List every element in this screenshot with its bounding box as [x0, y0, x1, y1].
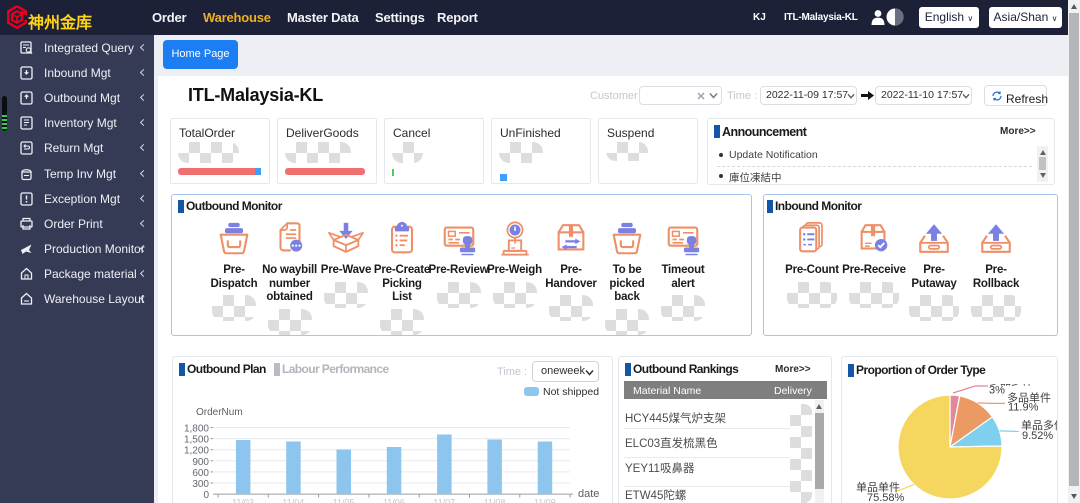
svg-text:75.58%: 75.58%: [867, 492, 905, 503]
svg-text:1,500: 1,500: [184, 435, 209, 446]
svg-text:date: date: [578, 488, 599, 500]
svg-text:11/09: 11/09: [534, 498, 556, 503]
svg-text:11/06: 11/06: [383, 498, 405, 503]
svg-text:1,200: 1,200: [184, 446, 209, 457]
svg-text:OrderNum: OrderNum: [196, 407, 243, 418]
svg-text:300: 300: [192, 479, 209, 490]
svg-text:11/08: 11/08: [484, 498, 506, 503]
svg-text:600: 600: [192, 468, 209, 479]
svg-text:单品单件: 单品单件: [856, 481, 900, 494]
svg-text:11/03: 11/03: [232, 498, 254, 503]
svg-text:1,800: 1,800: [184, 424, 209, 435]
svg-text:11/07: 11/07: [433, 498, 455, 503]
svg-text:单品多件: 单品多件: [1021, 418, 1057, 432]
svg-text:多品单件: 多品单件: [1007, 391, 1051, 405]
svg-text:3%: 3%: [989, 385, 1005, 397]
svg-text:11/04: 11/04: [282, 498, 304, 503]
svg-text:11.9%: 11.9%: [1008, 402, 1039, 414]
svg-text:9.52%: 9.52%: [1022, 430, 1053, 442]
svg-text:11/05: 11/05: [333, 498, 355, 503]
svg-text:0: 0: [203, 490, 209, 501]
svg-text:900: 900: [192, 457, 209, 468]
